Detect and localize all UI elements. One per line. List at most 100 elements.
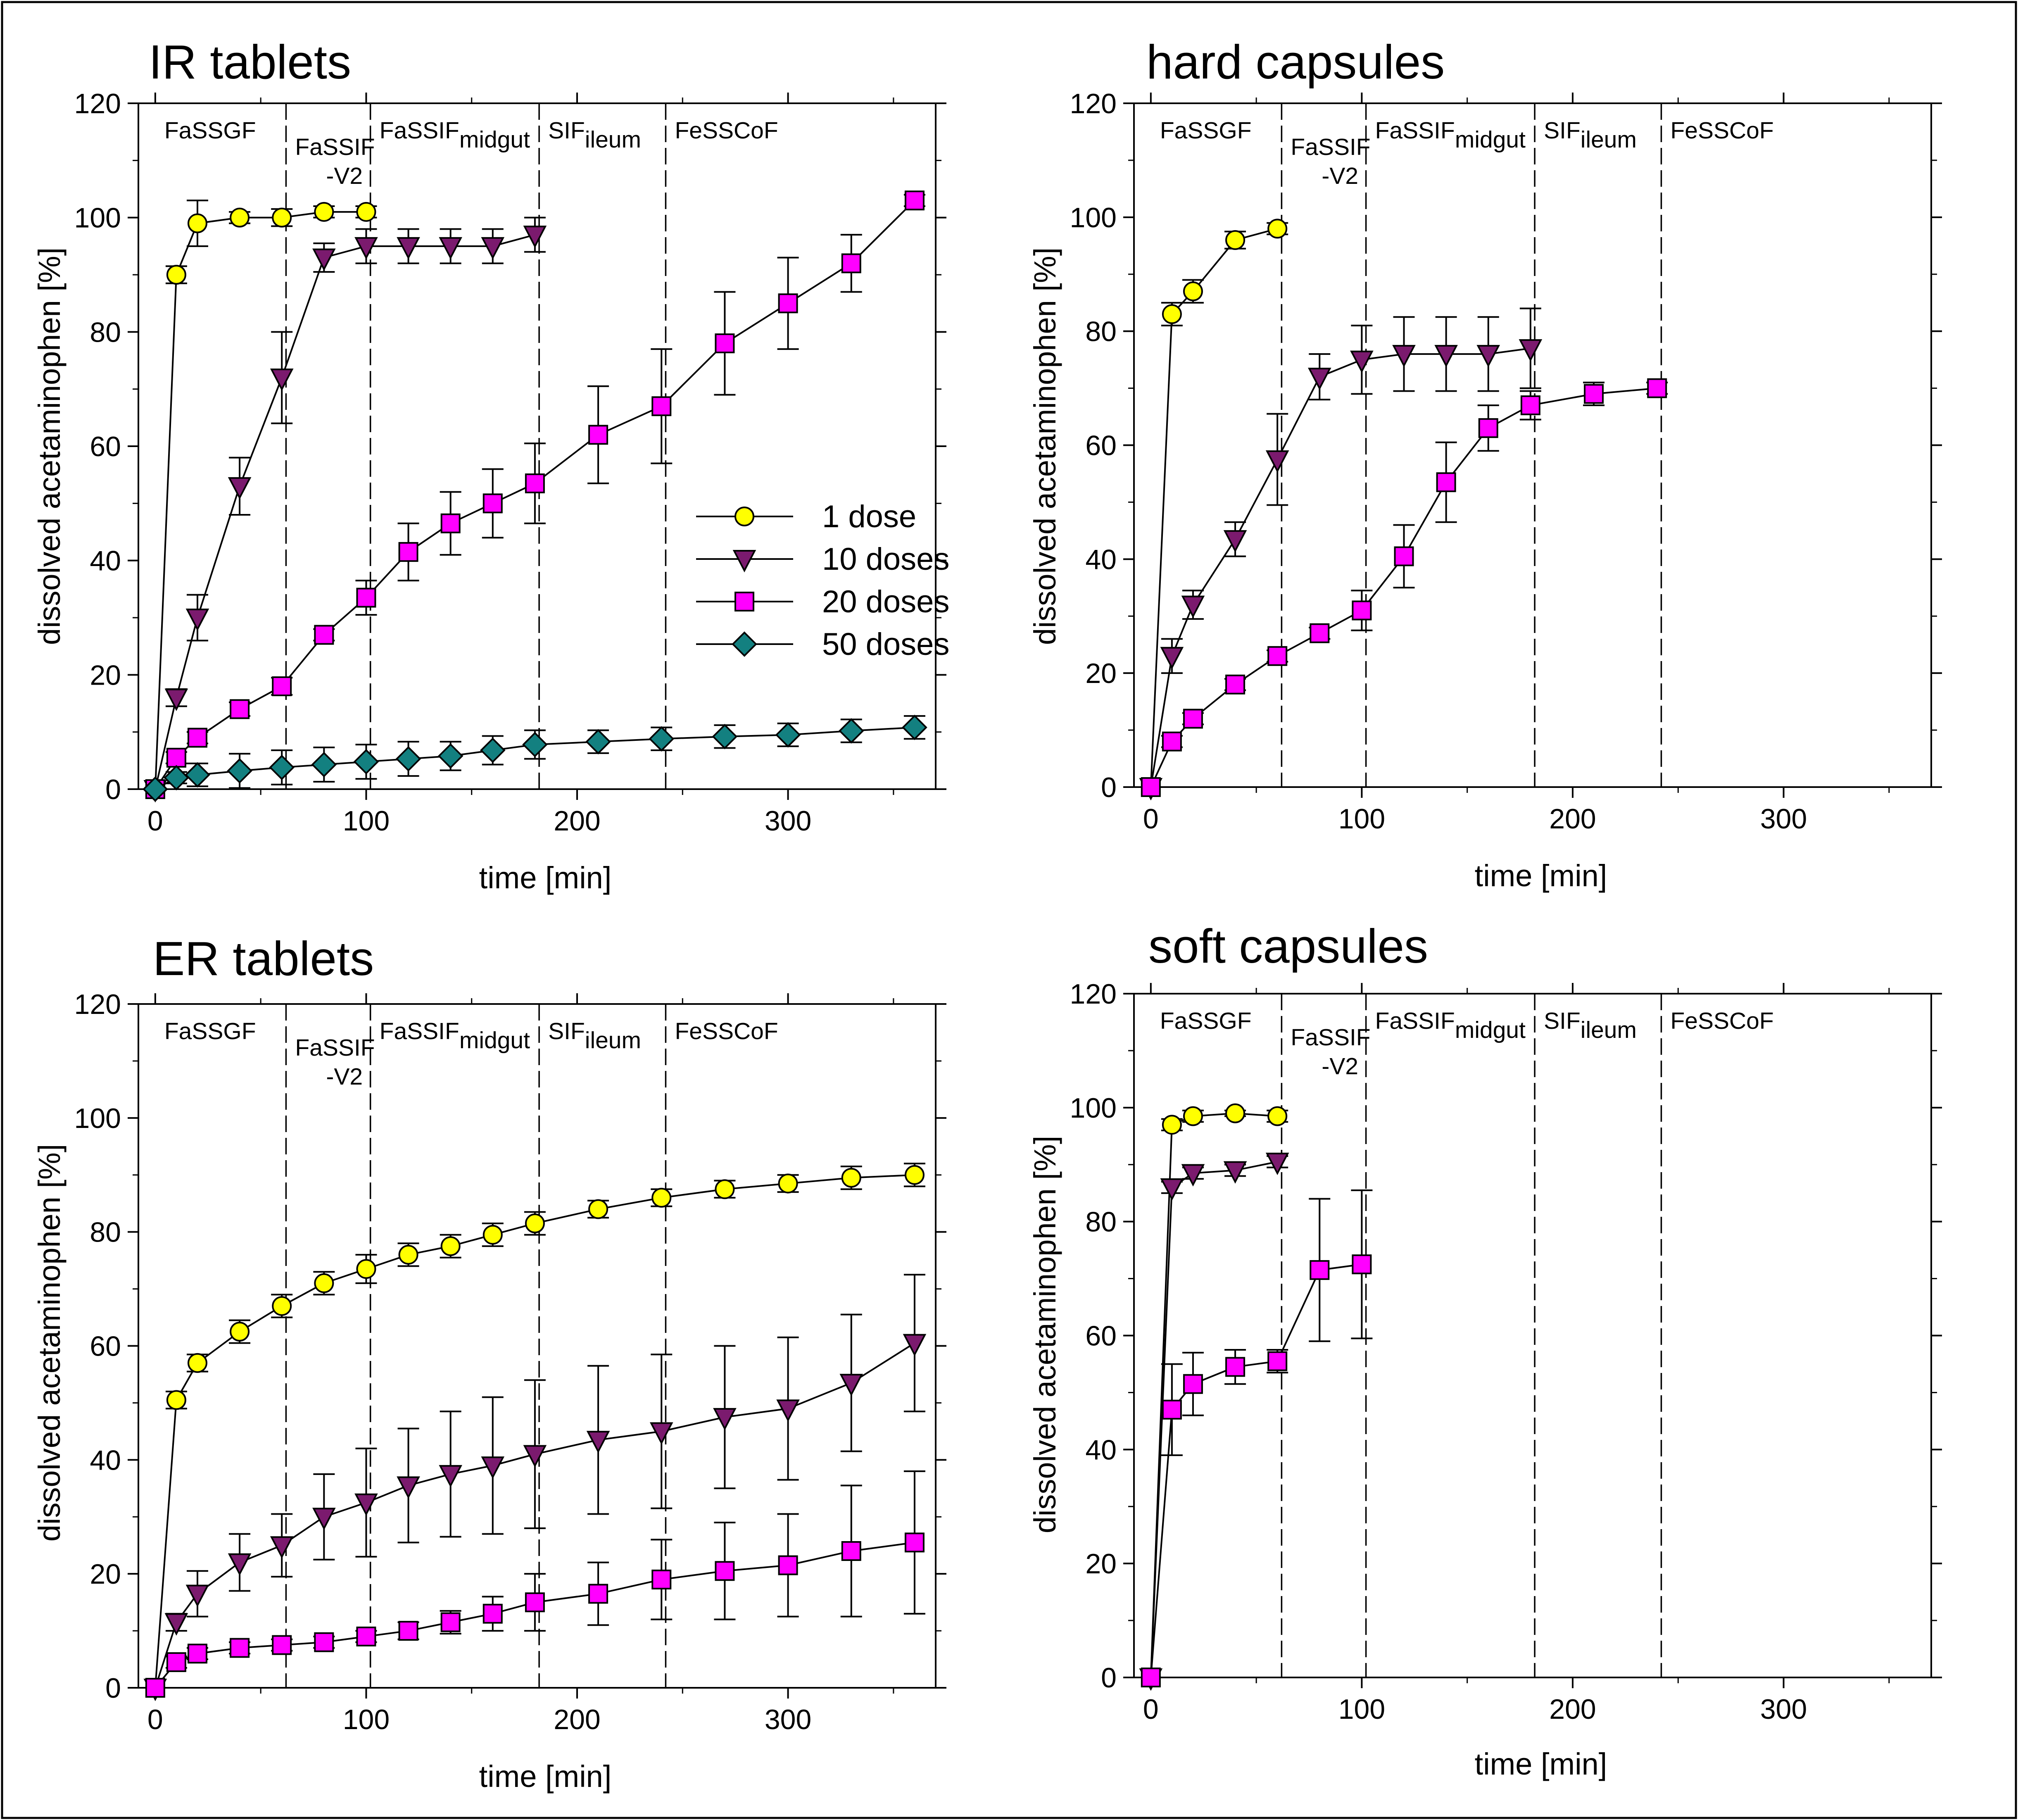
data-point [1310, 623, 1330, 643]
data-point [1647, 378, 1667, 398]
data-point [525, 1592, 545, 1613]
phase-label-line2: -V2 [326, 1063, 363, 1090]
data-point [525, 1213, 545, 1233]
phase-label: FeSSCoF [675, 1018, 778, 1044]
panel-er-tablets: ER tablets time [min] dissolved acetamin… [32, 932, 946, 1794]
data-point [439, 1465, 462, 1488]
data-point [440, 1236, 461, 1256]
phase-label-subscript: ileum [1581, 1017, 1637, 1043]
x-tick-label: 0 [147, 805, 163, 837]
y-tick-label: 60 [1085, 1320, 1117, 1352]
data-point [1265, 1152, 1289, 1175]
data-point [356, 202, 376, 222]
data-point [354, 1493, 378, 1516]
data-point [164, 688, 188, 711]
data-point [228, 1553, 252, 1576]
data-point [778, 1173, 798, 1194]
y-tick-label: 100 [74, 202, 121, 234]
data-point [272, 1635, 292, 1655]
y-tick-label: 60 [90, 431, 121, 462]
data-point [397, 1476, 420, 1499]
series-10-doses [143, 1274, 927, 1701]
data-point [1162, 731, 1182, 752]
data-point [398, 1244, 418, 1265]
data-point [440, 513, 461, 533]
phase-label: FaSSGF [164, 117, 256, 144]
data-point [715, 333, 735, 353]
data-point [649, 726, 675, 752]
data-point [1520, 395, 1540, 415]
data-point [525, 473, 545, 493]
data-point [1476, 345, 1500, 368]
x-tick-label: 200 [1549, 1694, 1596, 1725]
data-point [1478, 418, 1498, 438]
legend-label: 50 doses [822, 627, 949, 662]
x-tick-label: 300 [765, 1704, 811, 1735]
data-point [164, 765, 189, 791]
data-point [1267, 646, 1288, 666]
y-tick-label: 80 [90, 316, 121, 348]
data-point [715, 1561, 735, 1581]
data-point [902, 714, 927, 740]
data-point [775, 722, 801, 748]
y-tick-label: 20 [90, 1558, 121, 1590]
legend-marker [732, 631, 757, 657]
y-tick-label: 20 [1085, 658, 1117, 689]
series-50-doses [143, 714, 927, 802]
data-point [440, 1612, 461, 1632]
data-point [166, 747, 186, 768]
y-tick-label: 120 [74, 989, 121, 1020]
data-point [166, 265, 186, 285]
phase-label-line2: -V2 [1322, 1053, 1358, 1080]
data-point [397, 237, 420, 260]
y-tick-label: 0 [1101, 772, 1117, 803]
data-point [269, 754, 295, 780]
data-point [312, 248, 336, 271]
phase-label: FaSSIF [1291, 134, 1370, 160]
data-point [185, 609, 209, 631]
panel-ir-tablets: IR tablets time [min] dissolved acetamin… [32, 35, 949, 895]
data-point [588, 1584, 608, 1604]
data-point [230, 1638, 250, 1658]
data-point [1436, 472, 1456, 492]
data-point [778, 1555, 798, 1575]
data-point [398, 1621, 418, 1641]
data-point [1310, 1260, 1330, 1280]
y-tick-label: 40 [1085, 544, 1117, 575]
panel-title: soft capsules [1148, 919, 1428, 973]
data-point [1223, 1161, 1247, 1184]
data-point [776, 1399, 800, 1422]
y-axis-label: dissolved acetaminophen [%] [1028, 1136, 1062, 1534]
y-tick-label: 100 [1070, 1092, 1117, 1124]
data-point [1308, 368, 1331, 390]
data-point [230, 207, 250, 228]
data-point [1162, 1115, 1182, 1135]
data-point [903, 1334, 927, 1356]
y-axis-label: dissolved acetaminophen [%] [32, 1144, 67, 1542]
y-tick-label: 20 [90, 659, 121, 691]
data-point [841, 1541, 861, 1561]
y-tick-label: 120 [74, 88, 121, 119]
data-point [1183, 1374, 1203, 1394]
y-tick-label: 60 [90, 1331, 121, 1362]
series-20-doses [1141, 378, 1668, 797]
data-point [270, 369, 294, 391]
data-point [712, 723, 738, 749]
legend-label: 20 doses [822, 584, 949, 619]
series-1-dose [1141, 219, 1288, 797]
data-point [715, 1179, 735, 1199]
phase-label: FaSSIF [1291, 1024, 1370, 1051]
data-point [1267, 1351, 1288, 1371]
data-point [1225, 230, 1246, 250]
data-point [1183, 281, 1203, 302]
data-point [314, 202, 334, 222]
data-point [1519, 339, 1543, 362]
phase-label: FaSSGF [1160, 1008, 1252, 1034]
data-point [1350, 350, 1374, 373]
data-point [187, 213, 207, 233]
series-10-doses [1139, 1152, 1289, 1691]
panel-title: hard capsules [1146, 35, 1445, 89]
panel-title: ER tablets [153, 932, 374, 985]
series-20-doses [145, 190, 925, 799]
x-axis-label: time [min] [1475, 859, 1607, 893]
